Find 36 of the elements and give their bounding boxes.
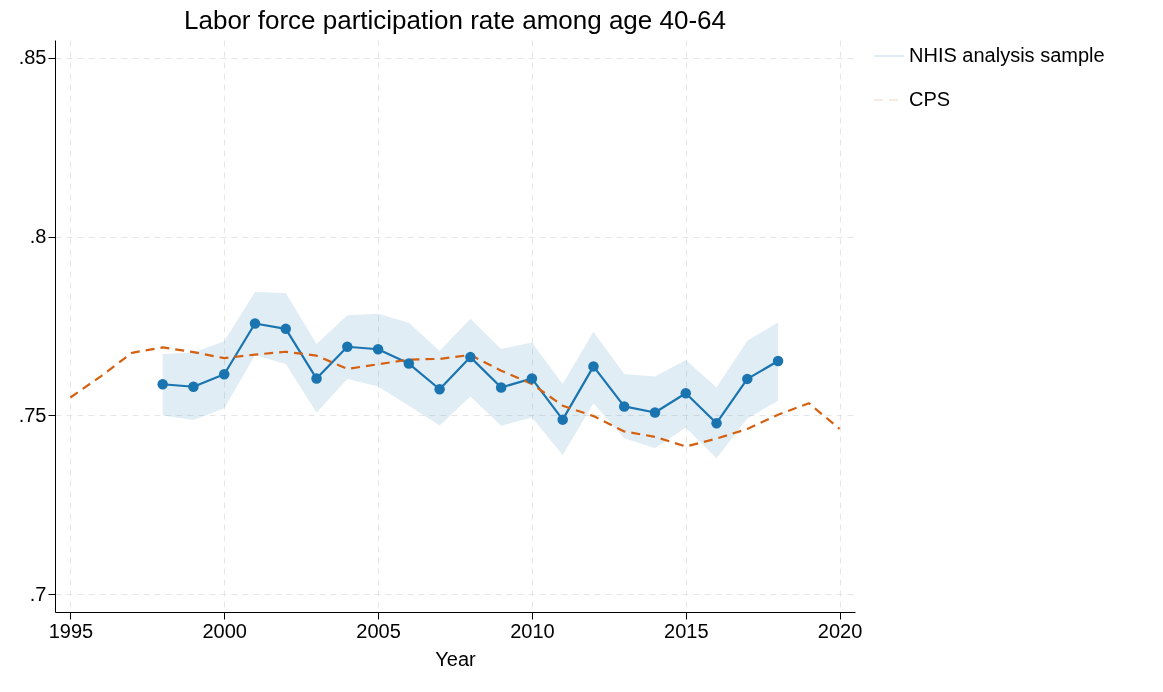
y-tick-label: .85 xyxy=(18,46,47,69)
y-tick-label: .75 xyxy=(18,403,47,426)
x-tick-label: 1995 xyxy=(48,619,94,642)
legend-label: NHIS analysis sample xyxy=(909,44,1105,66)
point xyxy=(742,373,753,385)
point xyxy=(495,382,507,393)
point xyxy=(588,361,599,372)
point xyxy=(465,351,476,363)
point xyxy=(280,323,292,335)
point xyxy=(188,381,199,393)
point xyxy=(526,373,538,384)
point xyxy=(772,355,784,367)
x-tick-label: 2015 xyxy=(664,619,709,642)
x-axis-title: Year xyxy=(435,647,477,670)
point xyxy=(434,384,445,395)
point xyxy=(403,358,415,369)
point xyxy=(649,407,661,418)
point xyxy=(618,401,630,412)
point xyxy=(218,369,230,380)
chart-title: Labor force participation rate among age 40-64 xyxy=(183,5,727,35)
point xyxy=(157,379,168,390)
x-tick-label: 2000 xyxy=(202,619,247,642)
y-tick-label: .7 xyxy=(29,582,47,605)
point xyxy=(711,418,722,429)
point xyxy=(249,318,261,329)
legend-label: CPS xyxy=(909,88,951,110)
y-tick-label: .8 xyxy=(29,225,47,248)
point xyxy=(311,373,322,384)
x-tick-label: 2005 xyxy=(356,619,401,642)
x-tick-label: 2010 xyxy=(510,619,555,642)
point xyxy=(557,414,568,425)
point xyxy=(342,341,353,352)
x-tick-label: 2020 xyxy=(817,619,863,642)
point xyxy=(680,387,692,399)
point xyxy=(372,344,384,355)
line-series xyxy=(69,346,841,448)
